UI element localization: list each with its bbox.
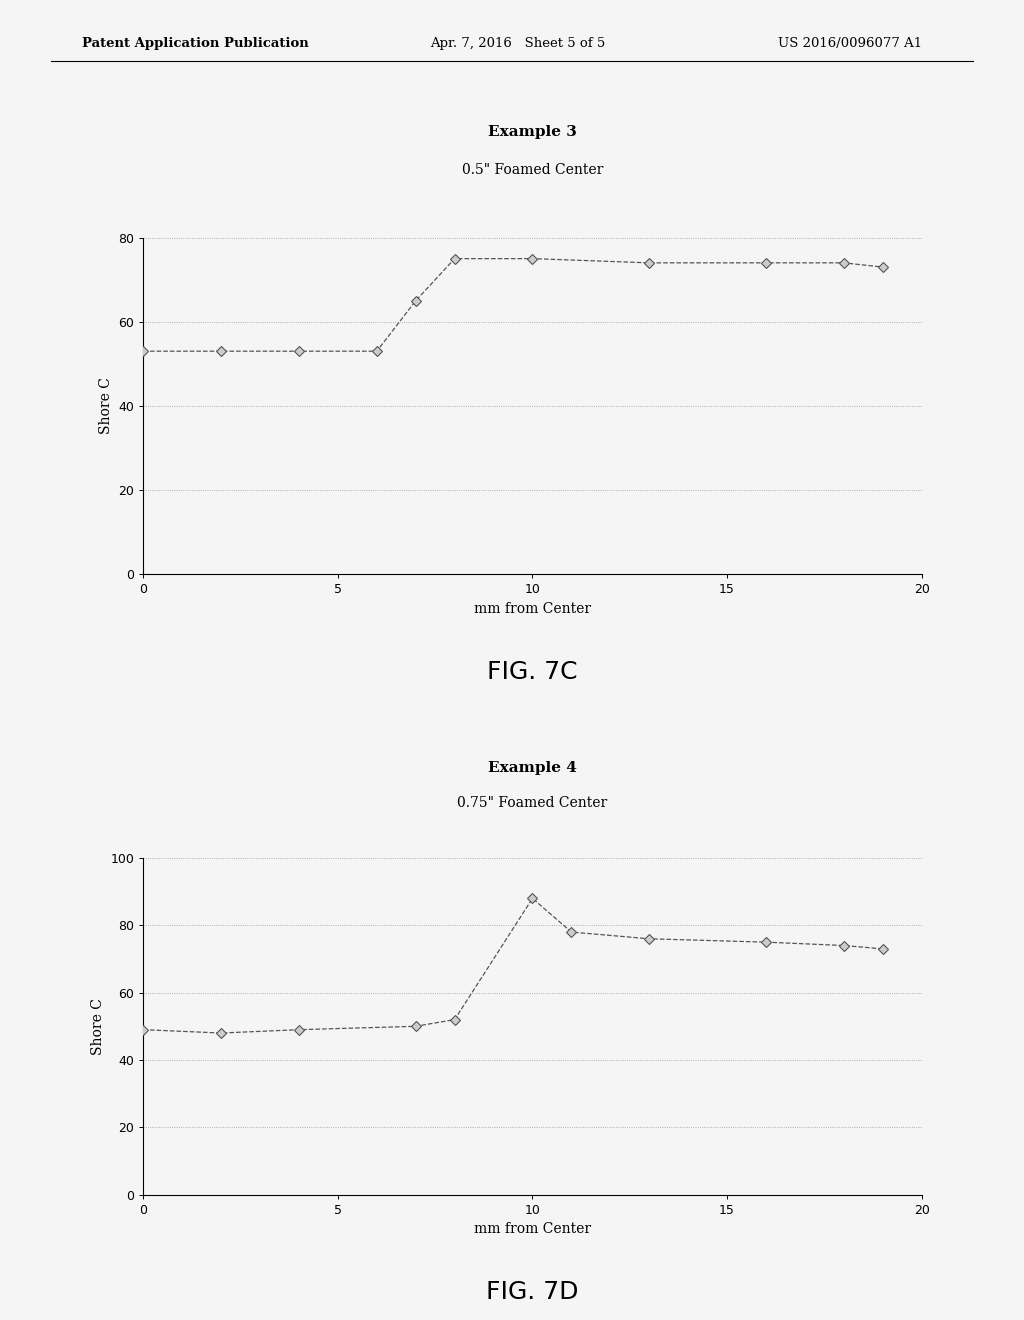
Text: US 2016/0096077 A1: US 2016/0096077 A1 — [778, 37, 923, 50]
Text: Example 4: Example 4 — [488, 760, 577, 775]
Text: Example 3: Example 3 — [488, 124, 577, 139]
X-axis label: mm from Center: mm from Center — [474, 1222, 591, 1237]
Text: FIG. 7C: FIG. 7C — [487, 660, 578, 684]
Text: FIG. 7D: FIG. 7D — [486, 1280, 579, 1304]
Text: Apr. 7, 2016   Sheet 5 of 5: Apr. 7, 2016 Sheet 5 of 5 — [430, 37, 605, 50]
Y-axis label: Shore C: Shore C — [98, 378, 113, 434]
X-axis label: mm from Center: mm from Center — [474, 602, 591, 616]
Text: 0.75" Foamed Center: 0.75" Foamed Center — [458, 796, 607, 810]
Y-axis label: Shore C: Shore C — [91, 998, 104, 1055]
Text: Patent Application Publication: Patent Application Publication — [82, 37, 308, 50]
Text: 0.5" Foamed Center: 0.5" Foamed Center — [462, 162, 603, 177]
